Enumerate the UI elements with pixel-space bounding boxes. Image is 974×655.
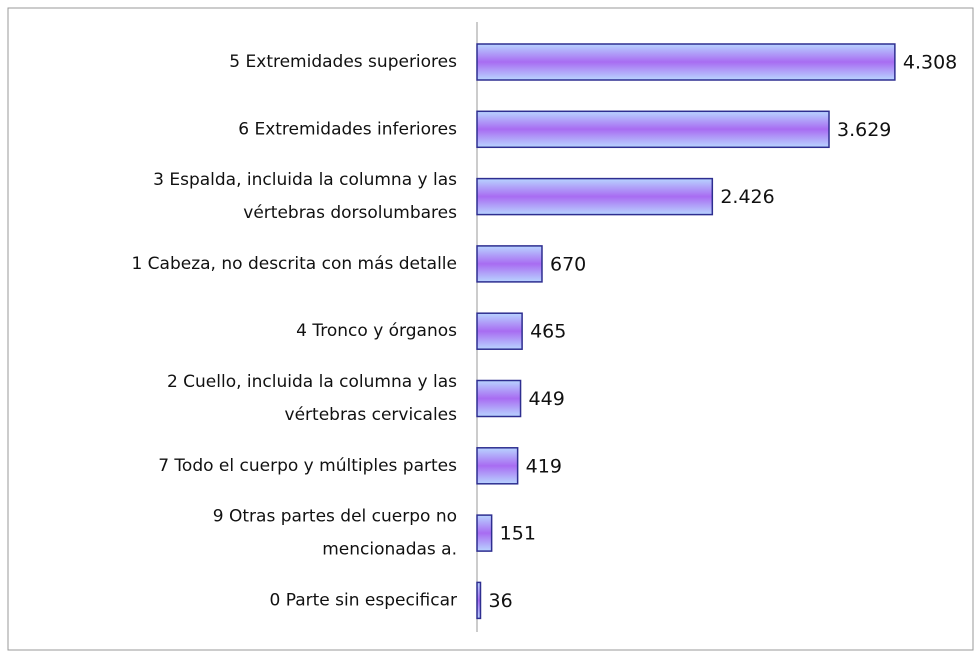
data-label: 465 (530, 321, 566, 343)
bar (476, 177, 714, 216)
y-tick-label: 7 Todo el cuerpo y múltiples partes (158, 456, 457, 476)
bar (476, 447, 519, 485)
y-tick-label: 0 Parte sin especificar (270, 590, 458, 610)
data-label: 670 (550, 253, 586, 275)
y-tick-label: 2 Cuello, incluida la columna y las vért… (167, 372, 457, 425)
y-tick-label: 9 Otras partes del cuerpo no mencionadas… (213, 507, 457, 560)
y-tick-label: 6 Extremidades inferiores (238, 119, 457, 139)
bar (476, 312, 523, 350)
y-tick-label: 5 Extremidades superiores (229, 52, 457, 72)
data-label: 449 (529, 388, 565, 410)
bar (476, 110, 830, 149)
data-label: 2.426 (720, 186, 774, 208)
chart-border (7, 7, 974, 651)
data-label: 3.629 (837, 119, 891, 141)
bar (476, 581, 482, 620)
data-label: 4.308 (903, 52, 957, 74)
y-tick-label: 1 Cabeza, no descrita con más detalle (131, 254, 457, 274)
bar (476, 514, 493, 552)
data-label: 36 (488, 590, 512, 612)
data-label: 419 (526, 455, 562, 477)
bar (476, 43, 896, 81)
bar (476, 245, 543, 283)
bar (476, 379, 522, 418)
y-tick-label: 4 Tronco y órganos (296, 321, 457, 341)
data-label: 151 (500, 523, 536, 545)
y-tick-label: 3 Espalda, incluida la columna y las vér… (153, 170, 457, 223)
